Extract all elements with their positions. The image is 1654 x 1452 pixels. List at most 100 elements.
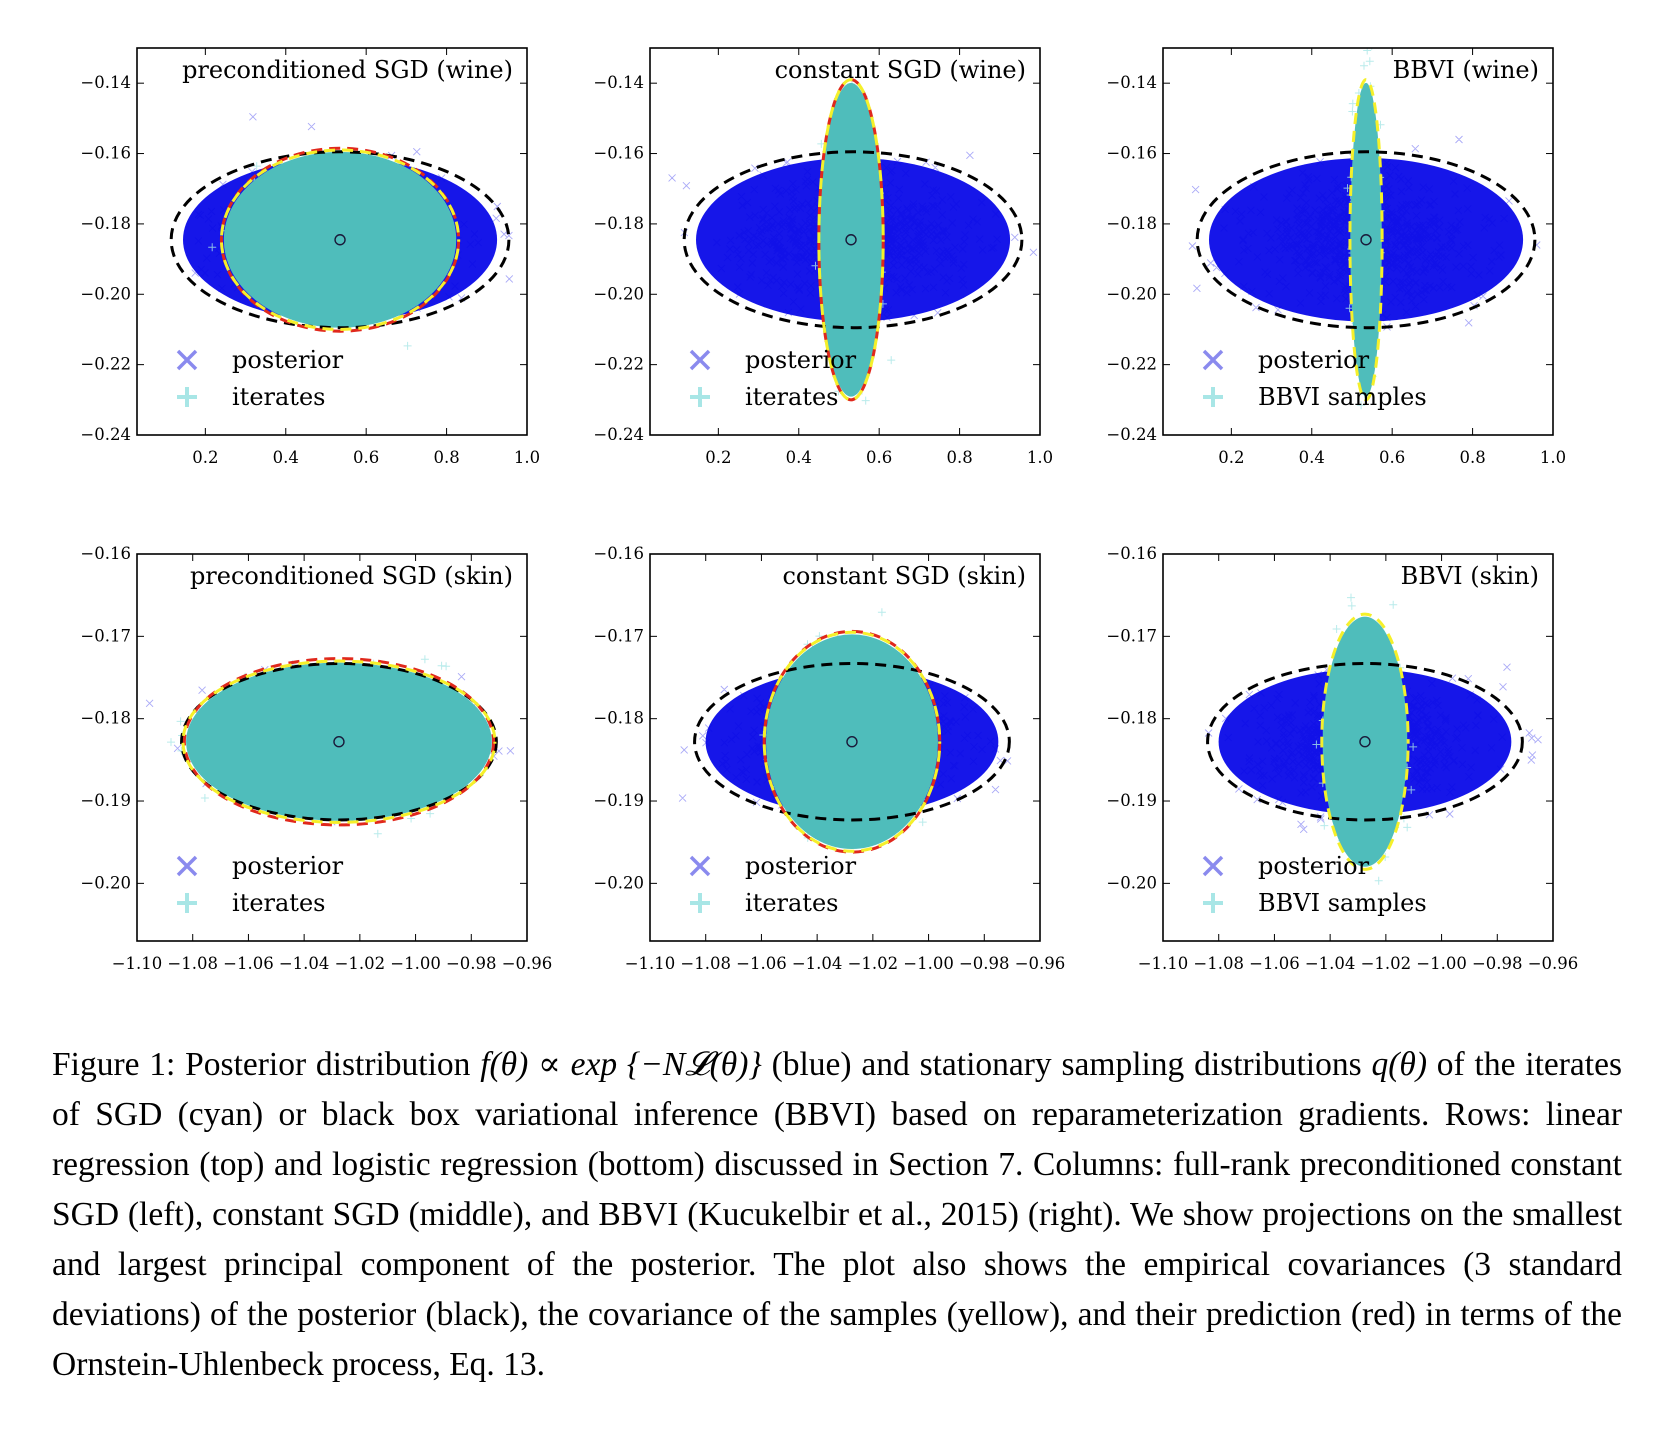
x-tick-label: −1.04 [792,954,843,973]
x-tick-label: −1.08 [1193,954,1244,973]
iterate-density [765,634,938,850]
y-tick-label: −0.16 [593,144,644,163]
panel-title: constant SGD (skin) [782,562,1026,590]
y-tick-label: −0.18 [1106,214,1157,233]
x-tick-label: 0.8 [946,448,972,467]
scatter-area [1204,593,1542,885]
center-marker [1360,234,1372,246]
y-tick-label: −0.18 [593,709,644,728]
iterate-density [186,662,492,821]
y-tick-label: −0.19 [1106,791,1157,810]
legend-posterior-marker [176,855,198,877]
x-tick-label: −1.10 [1138,954,1189,973]
center-marker [846,736,858,748]
plot-frame [136,47,528,436]
scatter-area [145,655,515,838]
iterate-density [819,82,883,397]
y-tick-label: −0.16 [1106,144,1157,163]
plot-frame [136,553,528,942]
x-tick-label: −1.02 [1361,954,1412,973]
x-tick-label: −1.08 [680,954,731,973]
y-tick-label: −0.20 [593,873,644,892]
y-tick-label: −0.14 [593,73,644,92]
caption-formula-q: q(θ) [1371,1046,1427,1083]
x-tick-label: −1.04 [279,954,330,973]
chart-panel-2: 0.2 0.4 0.6 0.8 1.0 −0.14 −0.16 −0.18 −0.20 −0.22… [593,47,1053,467]
legend-posterior-label: posterior [1258,346,1370,374]
y-tick-label: −0.19 [593,791,644,810]
y-tick-label: −0.18 [80,709,131,728]
y-tick-label: −0.17 [1106,626,1157,645]
x-tick-label: 0.2 [705,448,731,467]
samples-covariance-ellipse [1320,612,1410,871]
x-tick-label: −1.02 [848,954,899,973]
x-tick-label: 0.4 [273,448,299,467]
panel-title: BBVI (wine) [1393,56,1539,84]
y-tick-label: −0.16 [80,144,131,163]
y-tick-label: −0.20 [593,284,644,303]
x-tick-label: 0.2 [192,448,218,467]
y-tick-label: −0.18 [1106,709,1157,728]
legend-samples-label: BBVI samples [1258,889,1427,917]
y-tick-label: −0.20 [80,873,131,892]
center-marker [1359,736,1371,748]
legend-samples-marker [177,387,197,407]
x-tick-label: −1.00 [1416,954,1467,973]
legend-posterior-marker [1202,349,1224,371]
y-tick-label: −0.24 [80,425,131,444]
panel-title: preconditioned SGD (skin) [190,562,513,590]
chart-panel-6: −1.10 −1.08 −1.06 −1.04 −1.02 −1.00 −0.98 −0.96… [1106,544,1578,973]
y-tick-label: −0.17 [80,626,131,645]
scatter-area [678,608,1012,854]
x-tick-label: −1.02 [335,954,386,973]
legend-samples-marker [177,893,197,913]
x-tick-label: −0.96 [1528,954,1579,973]
x-tick-label: −1.06 [223,954,274,973]
x-tick-label: 0.8 [433,448,459,467]
plot-frame [1162,553,1554,942]
x-tick-label: 1.0 [1540,448,1566,467]
chart-panel-5: −1.10 −1.08 −1.06 −1.04 −1.02 −1.00 −0.98 −0.96… [593,544,1065,973]
panel-title: constant SGD (wine) [775,56,1026,84]
legend-posterior-label: posterior [745,346,857,374]
y-tick-label: −0.22 [593,355,644,374]
legend-samples-marker [1203,387,1223,407]
y-tick-label: −0.16 [593,544,644,563]
y-tick-label: −0.24 [593,425,644,444]
plot-frame [649,47,1041,436]
center-marker [334,234,346,246]
chart-panel-3: 0.2 0.4 0.6 0.8 1.0 −0.14 −0.16 −0.18 −0.20 −0.22… [1106,47,1566,467]
x-tick-label: −1.04 [1305,954,1356,973]
panel-title: preconditioned SGD (wine) [182,56,513,84]
iterate-density [1322,616,1408,867]
caption-formula-posterior: f(θ) ∝ exp {−N𝓛(θ)} [480,1046,762,1083]
samples-covariance-ellipse [817,78,885,402]
x-tick-label: −1.00 [903,954,954,973]
x-tick-label: −1.00 [390,954,441,973]
posterior-covariance-ellipse [1206,662,1524,822]
y-tick-label: −0.19 [80,791,131,810]
x-tick-label: −1.10 [625,954,676,973]
x-tick-label: −0.98 [446,954,497,973]
scatter-area [1188,48,1541,410]
legend-posterior-marker [1202,855,1224,877]
y-tick-label: −0.22 [1106,355,1157,374]
y-tick-label: −0.16 [80,544,131,563]
legend-posterior-label: posterior [232,852,344,880]
samples-covariance-ellipse [181,659,497,824]
scatter-area [668,75,1038,405]
samples-covariance-ellipse [762,630,942,853]
x-tick-label: 0.4 [786,448,812,467]
y-tick-label: −0.16 [1106,544,1157,563]
y-tick-label: −0.20 [1106,284,1157,303]
x-tick-label: 0.6 [353,448,379,467]
legend-samples-marker [690,893,710,913]
x-tick-label: −0.98 [1472,954,1523,973]
legend-samples-label: iterates [745,383,838,411]
y-tick-label: −0.18 [593,214,644,233]
x-tick-label: 1.0 [1027,448,1053,467]
y-tick-label: −0.14 [1106,73,1157,92]
chart-panel-4: −1.10 −1.08 −1.06 −1.04 −1.02 −1.00 −0.98 −0.96… [80,544,552,973]
x-tick-label: −1.06 [736,954,787,973]
iterate-density [1350,82,1382,397]
